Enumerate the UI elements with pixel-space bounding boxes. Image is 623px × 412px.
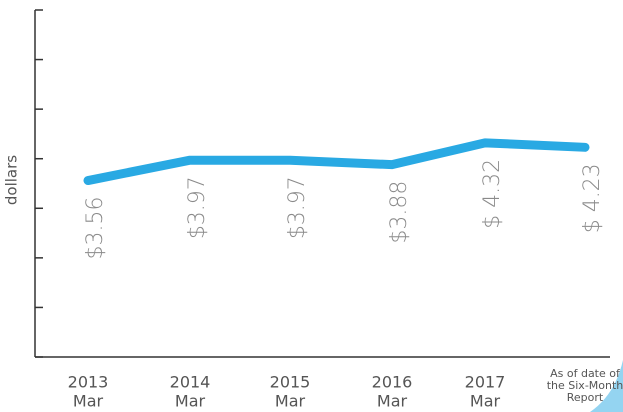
line [83, 138, 590, 186]
y-axis-label: dollars [3, 155, 21, 205]
corner-decoration [590, 360, 623, 412]
x-tick-label: 2016 [372, 373, 413, 392]
x-tick-label: Report [567, 391, 604, 404]
x-tick-label: Mar [175, 392, 206, 411]
x-tick-label: Mar [73, 392, 104, 411]
value-label: $3.97 [185, 176, 210, 239]
value-label: $ 4.32 [480, 159, 505, 229]
value-label: $3.56 [83, 197, 108, 260]
value-label: $3.88 [387, 181, 412, 244]
x-tick-label: 2014 [170, 373, 211, 392]
x-tick-label: the Six-Month [547, 379, 623, 392]
value-label: $ 4.23 [580, 163, 605, 233]
x-tick-label: Mar [377, 392, 408, 411]
x-tick-label: 2017 [465, 373, 506, 392]
x-tick-label: 2015 [270, 373, 311, 392]
x-tick-label: 2013 [68, 373, 109, 392]
x-tick-label: Mar [470, 392, 501, 411]
value-label: $3.97 [285, 176, 310, 239]
x-tick-label: Mar [275, 392, 306, 411]
x-tick-label: As of date of [550, 367, 621, 380]
